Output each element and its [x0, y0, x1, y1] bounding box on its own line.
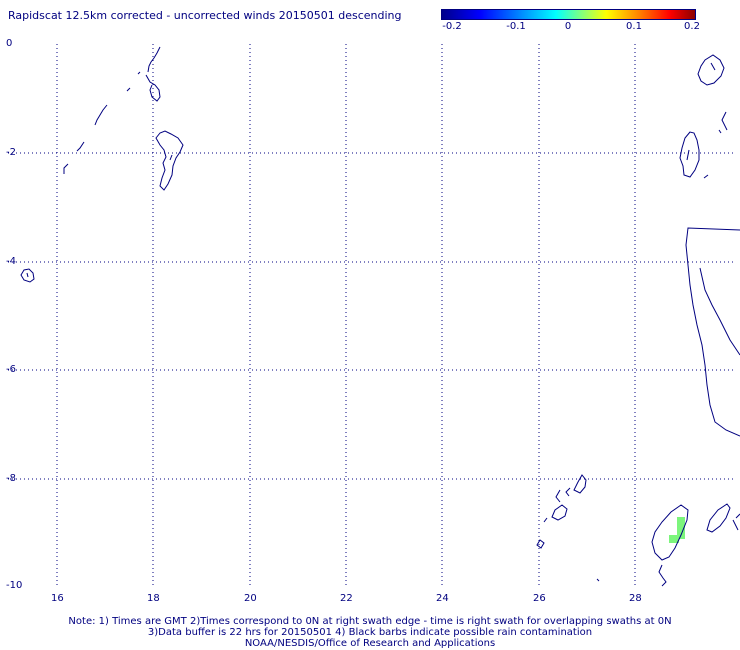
- coastline: [573, 474, 587, 494]
- coastline: [145, 74, 161, 102]
- coastline: [147, 46, 161, 73]
- y-tick-label: -10: [6, 580, 23, 591]
- x-tick-label: 20: [244, 593, 257, 604]
- y-tick-label: -2: [6, 147, 16, 158]
- note-line: Note: 1) Times are GMT 2)Times correspon…: [68, 616, 672, 627]
- colorbar-label: 0: [564, 21, 572, 32]
- map-title: Rapidscat 12.5km corrected - uncorrected…: [8, 9, 402, 22]
- coastline: [169, 154, 173, 161]
- coastline: [137, 71, 141, 75]
- coastline: [710, 62, 716, 71]
- x-tick-label: 22: [340, 593, 353, 604]
- colorbar-label: 0.2: [684, 21, 700, 32]
- coastline: [555, 489, 561, 503]
- coastline: [543, 517, 548, 523]
- coastlines: [20, 46, 740, 587]
- note-line: NOAA/NESDIS/Office of Research and Appli…: [244, 638, 496, 649]
- swath-patch: [677, 517, 685, 539]
- x-tick-label: 24: [436, 593, 449, 604]
- coastline: [703, 174, 709, 179]
- coastline: [679, 131, 700, 178]
- coastline: [63, 163, 69, 174]
- x-tick-label: 28: [629, 593, 642, 604]
- coastline: [155, 130, 184, 191]
- coastline: [565, 487, 571, 497]
- y-tick-label: 0: [6, 38, 13, 49]
- colorbar-label: 0.1: [626, 21, 642, 32]
- coastline: [76, 141, 85, 152]
- x-tick-label: 26: [533, 593, 546, 604]
- y-tick-label: -6: [6, 364, 16, 375]
- coastline: [718, 129, 722, 134]
- coastline: [706, 503, 731, 533]
- colorbar-label: -0.2: [442, 21, 462, 32]
- coastline: [697, 54, 725, 86]
- x-tick-label: 18: [147, 593, 160, 604]
- coastline: [735, 513, 740, 519]
- footnotes: Note: 1) Times are GMT 2)Times correspon…: [0, 616, 740, 649]
- colorbar: [441, 9, 696, 20]
- y-tick-label: -8: [6, 473, 16, 484]
- coastline: [721, 111, 728, 131]
- coastline: [26, 272, 29, 278]
- coastline: [658, 564, 667, 587]
- coastline: [699, 267, 740, 356]
- coastline: [94, 104, 108, 126]
- note-line: 3)Data buffer is 22 hrs for 20150501 4) …: [147, 627, 593, 638]
- coastline: [686, 149, 690, 161]
- coastline: [551, 504, 568, 521]
- swath-patch: [669, 535, 679, 543]
- coastline: [596, 578, 600, 582]
- coastline: [732, 519, 739, 531]
- grid: [8, 44, 736, 588]
- coastline: [126, 87, 131, 92]
- coastline: [20, 268, 35, 283]
- colorbar-label: -0.1: [506, 21, 526, 32]
- coastline: [685, 227, 740, 437]
- coastline: [536, 539, 545, 549]
- x-tick-label: 16: [51, 593, 64, 604]
- y-tick-label: -4: [6, 256, 16, 267]
- coastline: [651, 504, 689, 561]
